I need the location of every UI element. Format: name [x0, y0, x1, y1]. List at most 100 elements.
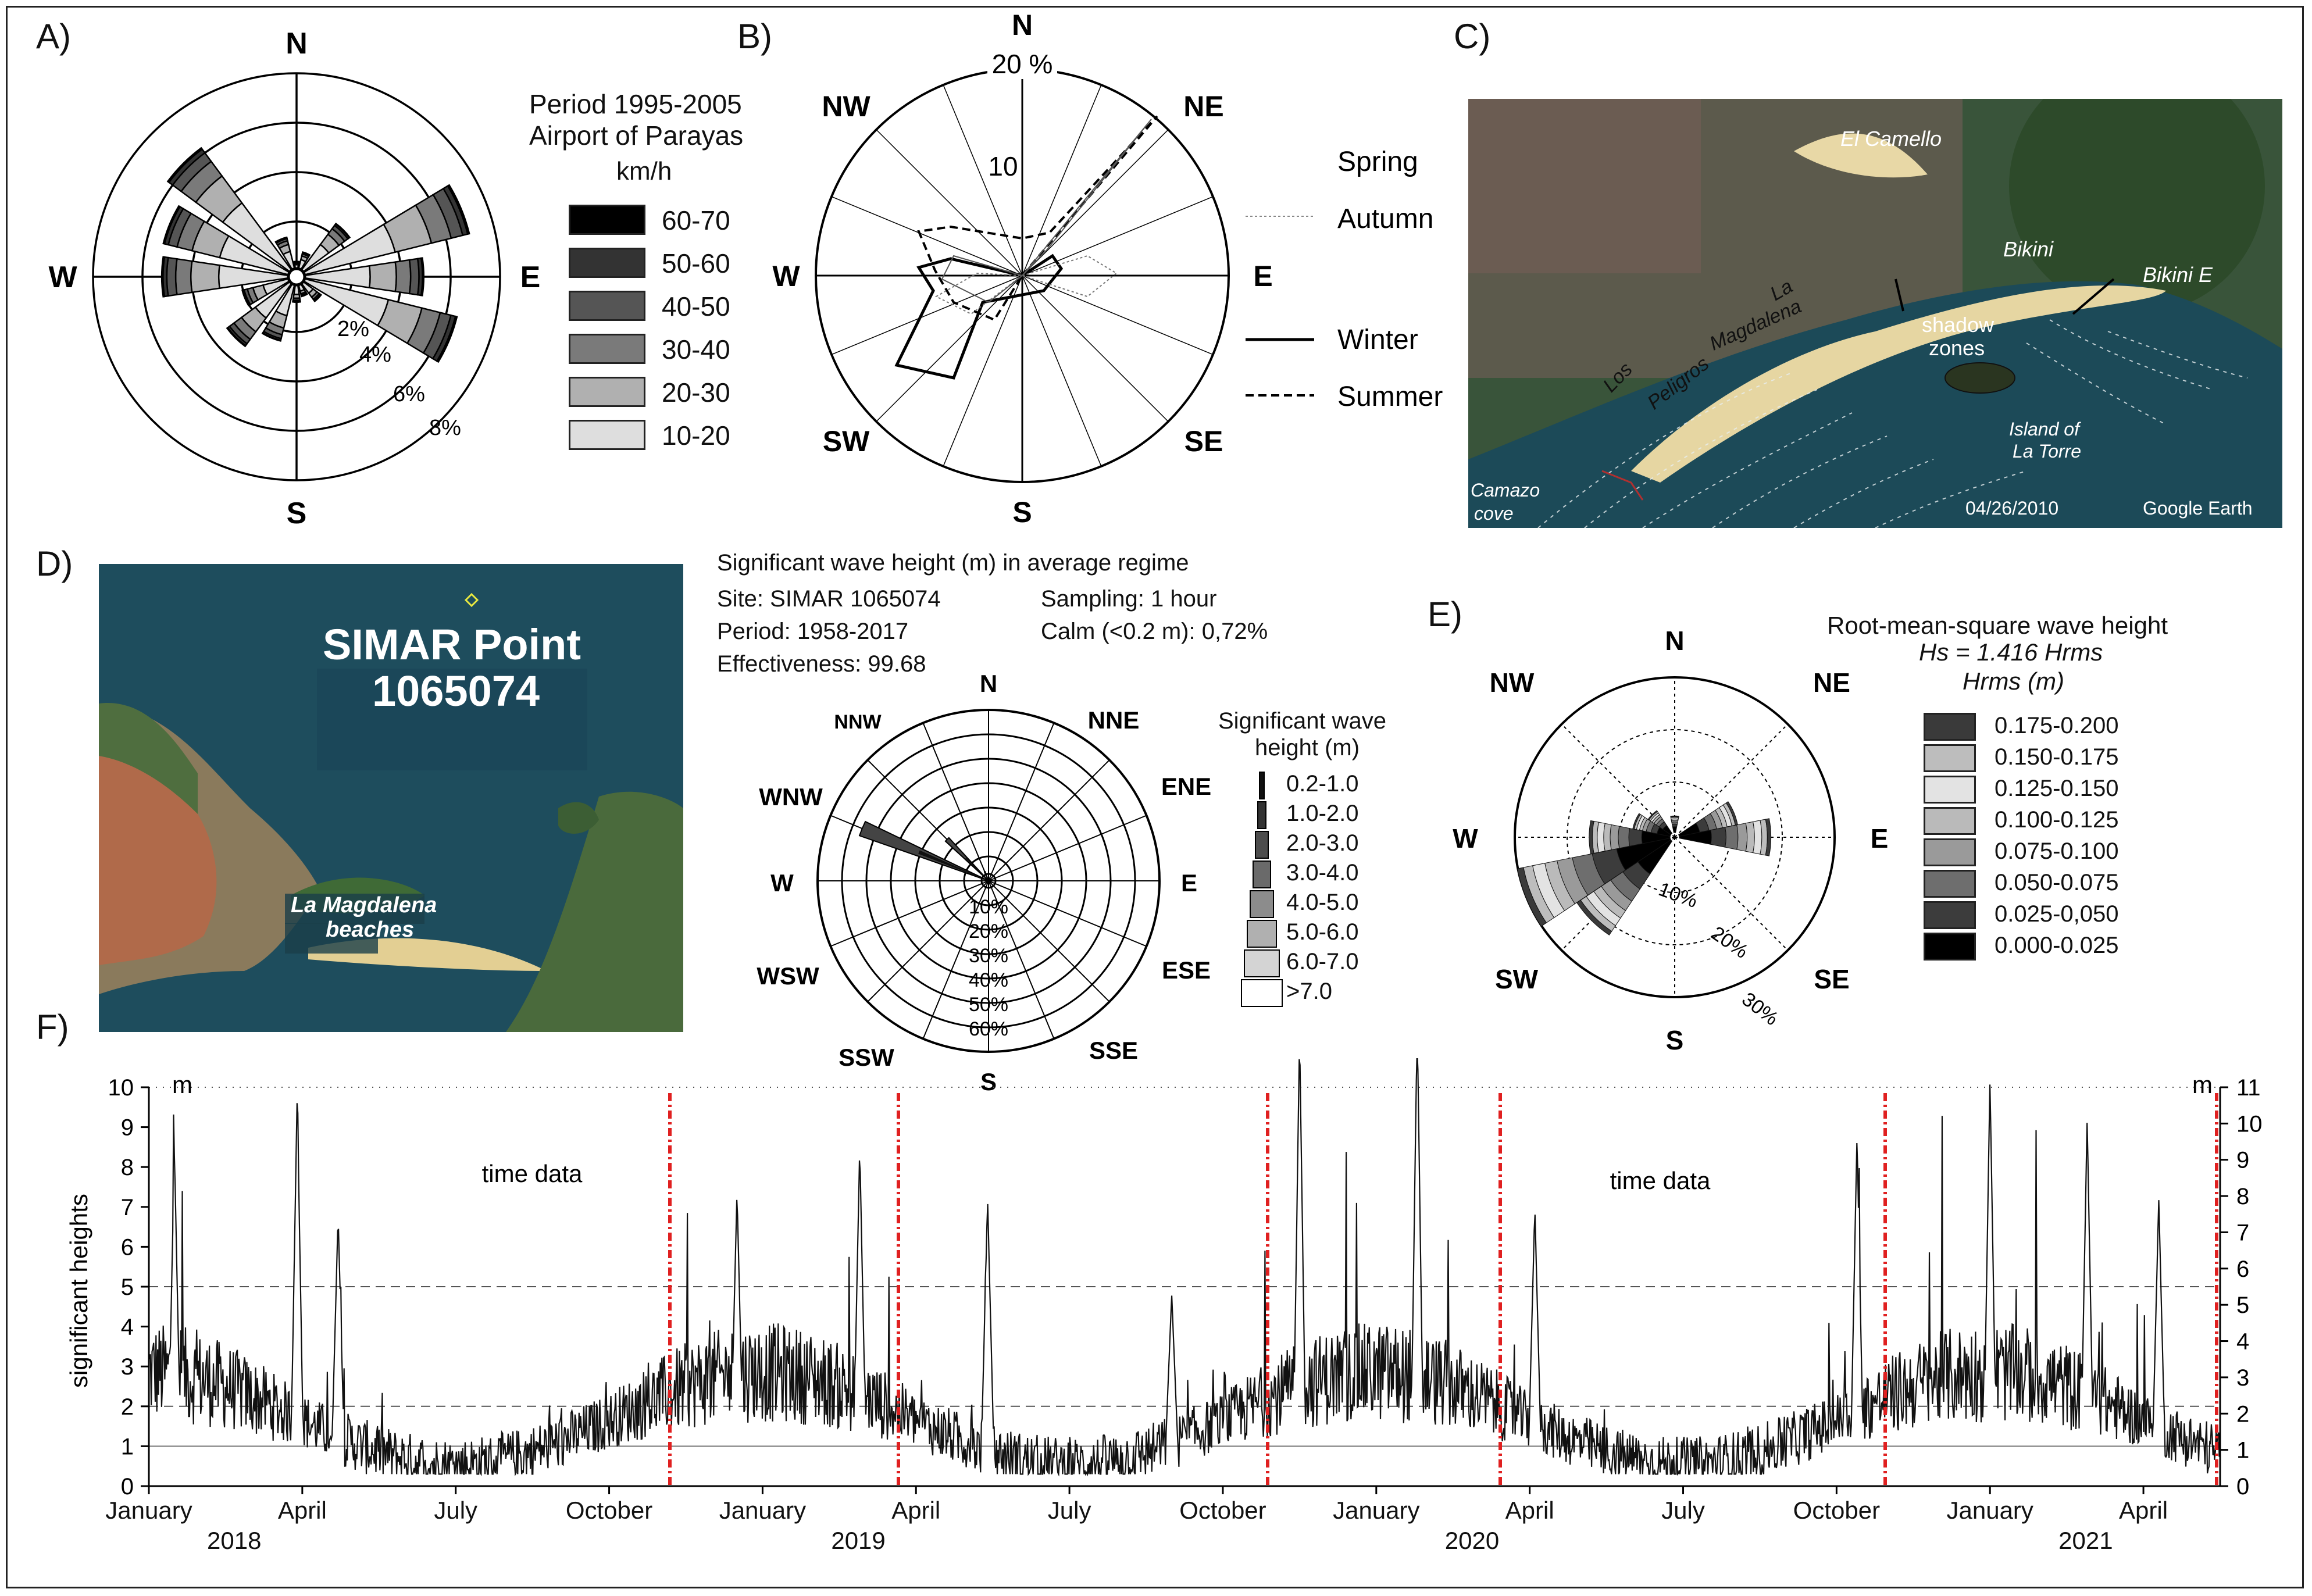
d-legend-label: 1.0-2.0: [1286, 801, 1359, 826]
e-legend-label: 0.100-0.125: [1995, 807, 2119, 833]
f-ytick-right-label: 11: [2236, 1075, 2261, 1101]
f-ytick-right-label: 6: [2236, 1256, 2249, 1282]
f-y-right-ticks: 0 1 2 3 4 5 6 7 8 9 10 11: [2220, 1075, 2263, 1499]
d-effectiveness: Effectiveness: 99.68: [717, 651, 926, 677]
b-winter-line: [894, 253, 1064, 380]
b-spoke: [831, 196, 1023, 276]
f-ylabel: significant heights: [65, 1194, 92, 1388]
d-legend-block: [1257, 801, 1266, 829]
e-legend-label: 0.000-0.025: [1995, 933, 2119, 958]
f-ytick-label: 7: [121, 1195, 134, 1220]
a-petal-bin: [420, 257, 424, 297]
b-dir-nw: NW: [822, 90, 870, 123]
figure-frame: [6, 6, 2304, 1588]
e-hrms-rose: N NE E SE S SW W NW 10% 20% 30%: [1453, 626, 1888, 1055]
c-label-google-earth: Google Earth: [2143, 498, 2253, 519]
e-legend-swatch: [1924, 807, 1976, 835]
e-dir-se: SE: [1814, 964, 1849, 994]
d-spoke: [922, 722, 989, 881]
d-bar-wnw: [858, 820, 987, 881]
f-xtick-label: October: [565, 1497, 653, 1524]
b-spoke: [943, 84, 1023, 276]
d-dir-label: W: [770, 869, 794, 897]
e-legend-swatch: [1924, 713, 1976, 741]
d-ring-label: 40%: [969, 969, 1008, 991]
b-spring-line: [941, 119, 1152, 304]
e-legend-swatch: [1924, 838, 1976, 866]
f-annot2: time data: [1610, 1167, 1711, 1194]
d-legend-blocks: [1241, 772, 1283, 1007]
a-petal-bin: [160, 256, 166, 298]
d-ring-label: 20%: [969, 920, 1008, 942]
a-unit: km/h: [616, 157, 672, 185]
c-label-el-camello: El Camello: [1840, 127, 1942, 151]
e-bar-segment: [1597, 822, 1605, 853]
e-legend-label: 0.175-0.200: [1995, 713, 2119, 738]
c-label-camazo: Camazo: [1471, 480, 1540, 501]
f-xtick-label: January: [1946, 1497, 2033, 1524]
a-petal-bin: [300, 293, 308, 298]
d-bars: [858, 820, 989, 881]
a-legend-label: 10-20: [662, 420, 730, 451]
f-xtick-label: April: [2119, 1497, 2168, 1524]
d-ring-labels: 10%20% 30%40% 50%60%: [969, 896, 1008, 1040]
a-petal-bin: [301, 251, 311, 256]
a-legend-label: 50-60: [662, 248, 730, 279]
e-bar-segment: [1672, 826, 1678, 833]
a-dir-n: N: [286, 27, 308, 60]
e-bar-segment: [1725, 824, 1739, 850]
e-legend-label: 0.025-0,050: [1995, 901, 2119, 927]
panel-a-label: A): [36, 17, 71, 56]
f-xtick-label: April: [277, 1497, 327, 1524]
d-map-title2: 1065074: [372, 667, 540, 715]
e-legend-swatch: [1924, 776, 1976, 804]
a-petal-bin: [436, 315, 458, 363]
e-bar-segment: [1603, 823, 1612, 852]
b-dir-w: W: [772, 260, 800, 292]
b-ring-label-bg: [987, 47, 1057, 79]
b-spoke: [831, 275, 1023, 355]
a-petal-bin: [166, 256, 178, 297]
f-y-left-ticks: 0 1 2 3 4 5 6 7 8 9 10: [108, 1075, 149, 1499]
d-legend-shape: [1241, 772, 1283, 1007]
f-ytick-label: 6: [121, 1234, 134, 1260]
f-ytick-right-label: 2: [2236, 1401, 2249, 1427]
panel-c-label: C): [1454, 17, 1491, 56]
e-dir-nw: NW: [1490, 667, 1535, 698]
f-xtick-label: January: [1333, 1497, 1420, 1524]
d-map-place2: beaches: [326, 917, 415, 942]
b-spoke: [1022, 129, 1169, 276]
e-bar-segment: [1647, 810, 1658, 821]
f-xtick-label: April: [1505, 1497, 1554, 1524]
d-legend-label: 3.0-4.0: [1286, 860, 1359, 886]
a-legend-swatch: [569, 205, 645, 235]
c-label-cove: cove: [1474, 503, 1514, 524]
e-title2: Hs = 1.416 Hrms: [1919, 638, 2103, 666]
d-bar-core: [965, 858, 987, 880]
d-spoke: [988, 880, 1055, 1040]
b-legend-autumn: Autumn: [1337, 203, 1433, 234]
e-bar-segment: [1670, 815, 1679, 817]
a-petal-bin: [368, 261, 397, 292]
d-wave-rose: 10%20% 30%40% 50%60% N NNE ENE E ESE SSE S SSW WSW…: [757, 670, 1211, 1095]
b-dir-ne: NE: [1183, 90, 1223, 123]
e-bar-segment: [1576, 899, 1612, 936]
e-legend-label: 0.050-0.075: [1995, 870, 2119, 895]
d-legend-label: 2.0-3.0: [1286, 830, 1359, 856]
d-spoke: [922, 880, 989, 1040]
f-xtick-label: April: [891, 1497, 941, 1524]
f-year-label: 2020: [1444, 1527, 1500, 1554]
panel-f-label: F): [36, 1008, 69, 1047]
f-ytick-right-label: 7: [2236, 1220, 2249, 1245]
a-dir-s: S: [287, 497, 307, 530]
d-dir-label: E: [1181, 869, 1197, 897]
d-legend-block: [1259, 772, 1265, 799]
b-spoke: [876, 129, 1023, 276]
e-legend-swatch: [1924, 933, 1976, 961]
panel-b-label: B): [737, 17, 772, 56]
a-legend-label: 40-50: [662, 291, 730, 322]
d-dir-label: ENE: [1161, 773, 1211, 800]
a-ring-label: 4%: [359, 342, 391, 367]
a-petal-bin: [313, 294, 322, 302]
d-legend-block: [1253, 861, 1271, 888]
